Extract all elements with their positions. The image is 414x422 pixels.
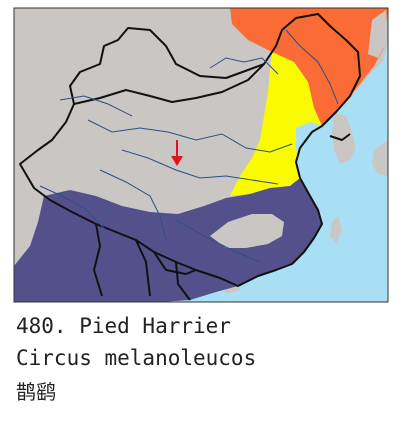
land-ne-gap [368, 10, 388, 58]
species-number-title: 480. Pied Harrier [16, 314, 231, 338]
red-arrow-icon [171, 140, 183, 166]
range-passage [230, 52, 322, 196]
scientific-name: Circus melanoleucos [16, 346, 257, 370]
range-wintering-gap [210, 214, 284, 248]
sea-bohai [296, 122, 334, 168]
range-wintering [14, 178, 322, 302]
land-japan [372, 140, 388, 176]
border-korea [329, 133, 351, 141]
border-mongolia [73, 63, 265, 105]
map-frame [13, 7, 389, 303]
border-seasia [93, 223, 197, 301]
border-china [19, 13, 361, 287]
rivers [39, 29, 339, 263]
land-taiwan [330, 216, 342, 244]
chinese-name: 鹊鹞 [16, 380, 56, 404]
